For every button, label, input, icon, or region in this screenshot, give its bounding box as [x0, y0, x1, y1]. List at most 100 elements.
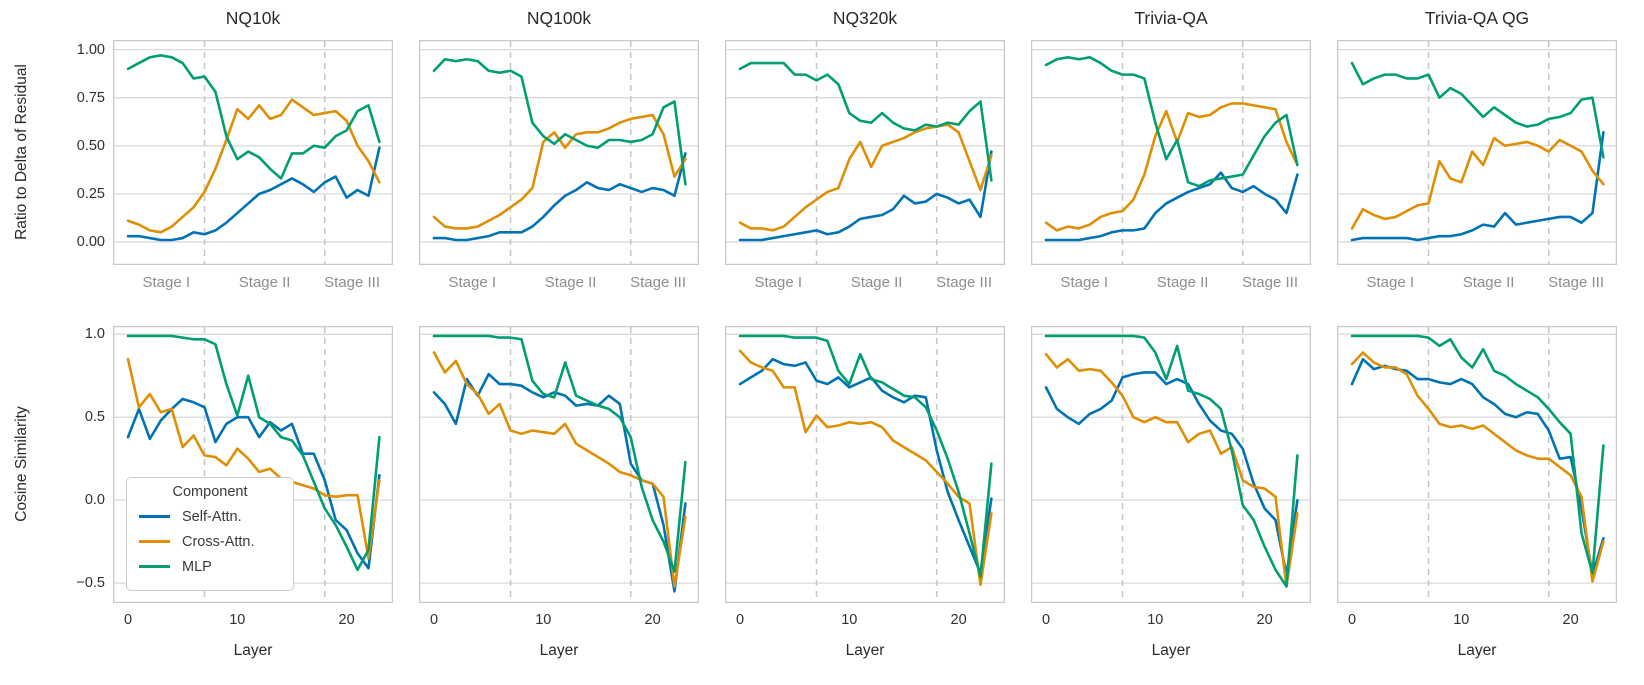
series-line-mlp [1044, 56, 1299, 188]
stage-label-2: Stage II [1462, 274, 1515, 291]
legend: Component Self-Attn. Cross-Attn. MLP [126, 477, 294, 591]
x-tick-label: 0 [1347, 612, 1357, 628]
chart-title-nq10k: NQ10k [225, 8, 281, 28]
y-axis-label-bottom: Cosine Similarity [13, 406, 30, 522]
stage-label-1: Stage I [142, 274, 191, 291]
series-line-self-attn [1350, 357, 1605, 577]
series-line-mlp [126, 334, 381, 572]
plot-frame [113, 40, 393, 265]
series-line-self-attn [738, 150, 993, 242]
x-tick-label: 10 [1453, 612, 1470, 628]
plot-frame [1031, 40, 1311, 265]
legend-label: Cross-Attn. [182, 533, 255, 550]
legend-label: Self-Attn. [182, 508, 242, 525]
series-line-mlp [738, 61, 993, 182]
plot-nq100k-ratio [419, 40, 699, 265]
chart-title-trivia-qa: Trivia-QA [1134, 8, 1208, 28]
series-line-self-attn [126, 146, 381, 242]
x-tick-label: 0 [123, 612, 133, 628]
x-tick-label: 20 [950, 612, 967, 628]
y-tick-label-bottom: 0.0 [84, 492, 105, 509]
series-line-mlp [1350, 334, 1605, 575]
series-line-self-attn [126, 397, 381, 570]
plot-trivia-qa-qg-ratio [1337, 40, 1617, 265]
stage-label-3: Stage III [1548, 274, 1604, 291]
stage-label-1: Stage I [1060, 274, 1109, 291]
stage-label-3: Stage III [630, 274, 686, 291]
legend-item-cross-attn: Cross-Attn. [127, 529, 293, 554]
x-axis-label: Layer [1151, 642, 1191, 659]
plot-frame [725, 40, 1005, 265]
series-line-cross-attn [1044, 102, 1299, 232]
stage-label-2: Stage II [238, 274, 291, 291]
plot-frame [113, 326, 393, 603]
series-line-cross-attn [126, 98, 381, 234]
series-line-cross-attn [1350, 351, 1605, 583]
x-tick-label: 10 [841, 612, 858, 628]
stage-label-2: Stage II [544, 274, 597, 291]
self-attn-line-swatch [139, 515, 170, 518]
legend-label: MLP [182, 558, 212, 575]
stage-label-1: Stage I [754, 274, 803, 291]
plot-trivia-qa-cosine [1031, 326, 1311, 603]
series-line-self-attn [1044, 371, 1299, 577]
series-line-cross-attn [1044, 352, 1299, 588]
stage-label-2: Stage II [1156, 274, 1209, 291]
y-axis-label-top: Ratio to Delta of Residual [13, 64, 30, 240]
stage-label-3: Stage III [324, 274, 380, 291]
stage-label-1: Stage I [1366, 274, 1415, 291]
series-line-cross-attn [1350, 136, 1605, 230]
legend-title: Component [172, 484, 248, 500]
cross-attn-line-swatch [139, 540, 170, 543]
x-tick-label: 10 [535, 612, 552, 628]
x-tick-label: 0 [429, 612, 439, 628]
stage-label-3: Stage III [936, 274, 992, 291]
series-line-mlp [1350, 61, 1605, 159]
series-line-cross-attn [432, 113, 687, 230]
plot-trivia-qa-ratio [1031, 40, 1311, 265]
x-tick-label: 20 [338, 612, 355, 628]
y-tick-label-bottom: 0.5 [84, 409, 105, 426]
series-line-self-attn [1044, 171, 1299, 242]
x-tick-label: 20 [1562, 612, 1579, 628]
series-line-cross-attn [126, 357, 381, 560]
x-tick-label: 0 [735, 612, 745, 628]
chart-title-nq320k: NQ320k [832, 8, 898, 28]
series-line-mlp [432, 57, 687, 186]
series-line-mlp [738, 334, 993, 578]
x-tick-label: 10 [1147, 612, 1164, 628]
series-line-mlp [1044, 334, 1299, 588]
x-tick-label: 20 [644, 612, 661, 628]
plot-frame [419, 326, 699, 603]
plot-frame [1337, 40, 1617, 265]
y-tick-label-top: 0.25 [76, 185, 105, 202]
series-line-cross-attn [738, 123, 993, 232]
plot-nq10k-ratio [113, 40, 393, 265]
series-line-cross-attn [432, 351, 687, 588]
series-line-self-attn [738, 357, 993, 575]
x-tick-label: 10 [229, 612, 246, 628]
stage-label-3: Stage III [1242, 274, 1298, 291]
x-axis-label: Layer [539, 642, 579, 659]
stage-label-2: Stage II [850, 274, 903, 291]
legend-item-self-attn: Self-Attn. [127, 504, 293, 529]
plot-nq100k-cosine [419, 326, 699, 603]
chart-title-nq100k: NQ100k [526, 8, 592, 28]
series-line-mlp [432, 334, 687, 573]
chart-title-trivia-qa-qg: Trivia-QA QG [1424, 8, 1530, 28]
x-axis-label: Layer [1457, 642, 1497, 659]
y-tick-label-top: 0.75 [76, 89, 105, 106]
y-tick-label-top: 1.00 [76, 41, 105, 58]
x-axis-label: Layer [845, 642, 885, 659]
y-tick-label-bottom: 1.0 [84, 326, 105, 343]
series-line-cross-attn [738, 349, 993, 587]
plot-frame [1031, 326, 1311, 603]
legend-item-mlp: MLP [127, 554, 293, 579]
plot-nq320k-cosine [725, 326, 1005, 603]
y-tick-label-bottom: −0.5 [76, 575, 105, 592]
series-line-self-attn [432, 152, 687, 242]
x-tick-label: 20 [1256, 612, 1273, 628]
plot-frame [419, 40, 699, 265]
y-tick-label-top: 0.00 [76, 233, 105, 250]
